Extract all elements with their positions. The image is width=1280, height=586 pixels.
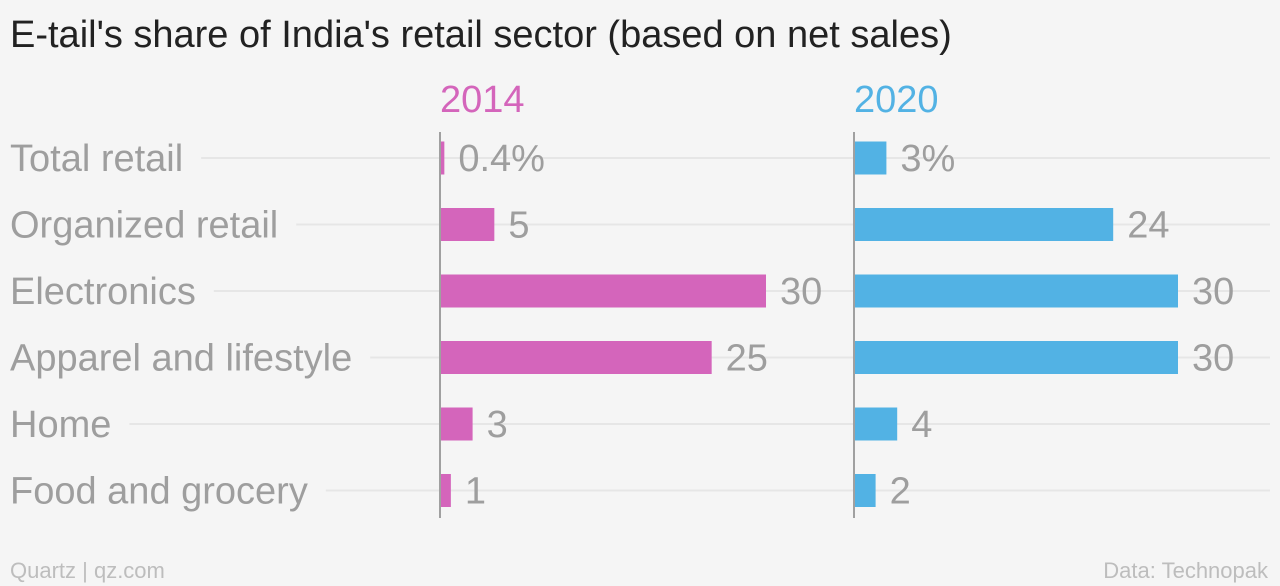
bar-2014-5 <box>440 474 451 507</box>
category-label: Food and grocery <box>10 471 308 513</box>
bar-2020-5 <box>854 474 876 507</box>
bar-2014-4 <box>440 407 473 441</box>
bar-2014-1 <box>440 208 495 241</box>
data-label: 4 <box>911 404 932 446</box>
data-label: 30 <box>1192 338 1234 380</box>
category-label: Electronics <box>10 271 196 313</box>
footer-credit: Quartz | qz.com <box>10 558 165 583</box>
data-label: 25 <box>726 338 768 380</box>
data-label: 2 <box>890 471 911 513</box>
data-label: 5 <box>508 205 529 247</box>
data-label: 3 <box>487 404 508 446</box>
data-label: 30 <box>1192 271 1234 313</box>
category-label: Total retail <box>10 138 183 180</box>
series-header-2020: 2020 <box>854 79 939 121</box>
data-label: 24 <box>1127 205 1169 247</box>
bar-2020-1 <box>854 208 1114 241</box>
series-header-2014: 2014 <box>440 79 525 121</box>
bar-2020-0 <box>854 141 887 175</box>
bar-2014-0 <box>440 141 445 175</box>
data-label: 1 <box>465 471 486 513</box>
bar-2014-3 <box>440 341 712 374</box>
bar-2020-4 <box>854 407 898 441</box>
category-label: Home <box>10 404 111 446</box>
category-label: Apparel and lifestyle <box>10 338 352 380</box>
bar-2020-2 <box>854 274 1178 308</box>
bar-2020-3 <box>854 341 1178 374</box>
chart-title: E-tail's share of India's retail sector … <box>10 14 952 56</box>
bar-2014-2 <box>440 274 766 308</box>
category-label: Organized retail <box>10 205 278 247</box>
data-label: 0.4% <box>458 138 545 180</box>
footer-source: Data: Technopak <box>1103 558 1268 583</box>
data-label: 3% <box>900 138 955 180</box>
data-label: 30 <box>780 271 822 313</box>
